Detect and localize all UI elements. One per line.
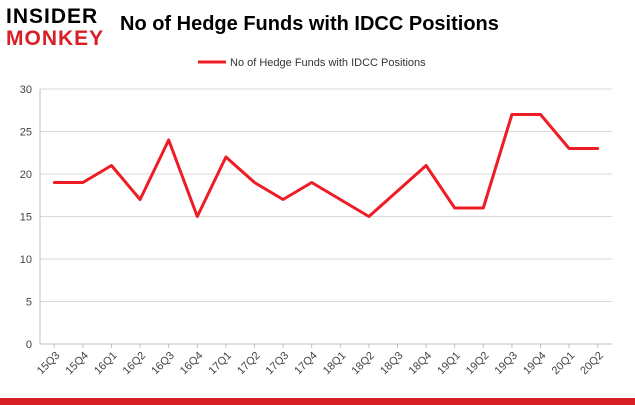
x-tick-label: 19Q4	[521, 350, 549, 378]
x-tick-label: 17Q1	[206, 350, 234, 378]
x-tick-label: 15Q3	[35, 350, 63, 378]
y-tick-label: 15	[20, 212, 32, 224]
x-tick-label: 18Q1	[321, 350, 349, 378]
x-tick-label: 18Q3	[378, 350, 406, 378]
y-tick-label: 0	[26, 339, 32, 351]
x-tick-label: 16Q3	[149, 350, 177, 378]
y-tick-labels: 0 5 10 15 20 25 30	[20, 84, 32, 351]
y-tick-label: 30	[20, 84, 32, 96]
series-lines	[52, 113, 600, 218]
x-tick-label: 17Q3	[264, 350, 292, 378]
x-tick-label: 20Q1	[550, 350, 578, 378]
x-tick-label: 18Q2	[349, 350, 377, 378]
y-tick-label: 10	[20, 254, 32, 266]
y-tick-label: 20	[20, 169, 32, 181]
x-tick-labels: 15Q3 15Q4 16Q1 16Q2 16Q3 16Q4 17Q1 17Q2 17Q3 17Q4…	[35, 350, 606, 378]
legend: No of Hedge Funds with IDCC Positions	[198, 57, 426, 69]
grid-lines	[40, 88, 612, 302]
y-tick-label: 5	[26, 297, 32, 309]
x-tick-label: 16Q1	[92, 350, 120, 378]
insider-monkey-logo: INSIDER MONKEY	[6, 6, 116, 52]
x-tick-label: 17Q4	[292, 350, 320, 378]
x-tick-label: 19Q3	[492, 350, 520, 378]
bottom-accent-bar	[0, 398, 635, 405]
x-tick-label: 17Q2	[235, 350, 263, 378]
axes	[39, 89, 612, 348]
logo-text-monkey: MONKEY	[6, 27, 105, 50]
x-tick-label: 16Q2	[121, 350, 149, 378]
x-tick-label: 15Q4	[63, 350, 91, 378]
x-tick-label: 18Q4	[407, 350, 435, 378]
legend-label: No of Hedge Funds with IDCC Positions	[230, 57, 426, 69]
x-tick-label: 20Q2	[578, 350, 606, 378]
x-tick-label: 19Q1	[435, 350, 463, 378]
x-tick-label: 16Q4	[178, 350, 206, 378]
x-tick-label: 19Q2	[464, 350, 492, 378]
series-line-0	[52, 113, 600, 218]
y-tick-label: 25	[20, 127, 32, 139]
logo-text-insider: INSIDER	[6, 5, 99, 28]
chart-title: No of Hedge Funds with IDCC Positions	[120, 13, 499, 35]
